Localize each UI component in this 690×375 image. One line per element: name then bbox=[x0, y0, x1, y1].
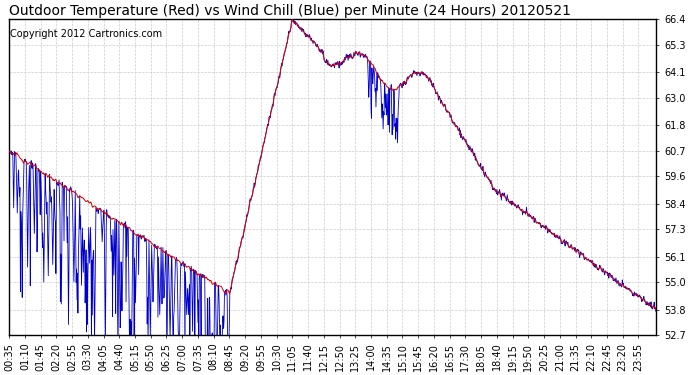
Text: Copyright 2012 Cartronics.com: Copyright 2012 Cartronics.com bbox=[10, 29, 163, 39]
Text: Outdoor Temperature (Red) vs Wind Chill (Blue) per Minute (24 Hours) 20120521: Outdoor Temperature (Red) vs Wind Chill … bbox=[9, 4, 571, 18]
